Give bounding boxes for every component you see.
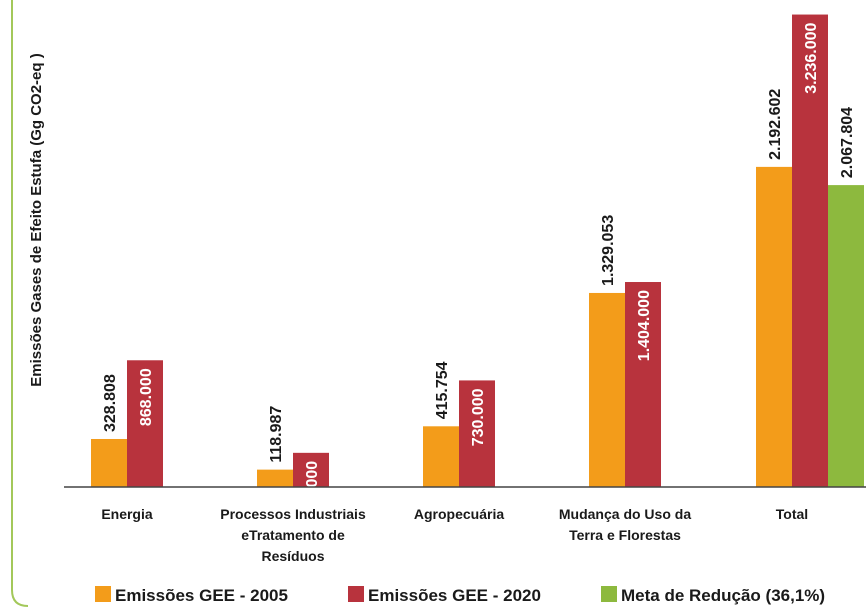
category-label-3: Mudança do Uso da Terra e Florestas	[559, 506, 691, 543]
bar-2005-3	[589, 292, 625, 487]
data-label-2005-0: 328.808	[102, 374, 119, 432]
bar-meta-4	[828, 185, 864, 487]
legend-swatch-2005	[95, 586, 111, 602]
data-label-meta-4: 2.067.804	[839, 107, 856, 178]
category-label-2: Agropecuária	[414, 506, 504, 522]
bar-2005-0	[91, 438, 127, 487]
category-label-4: Total	[776, 506, 808, 522]
bar-2020-1	[293, 452, 329, 487]
legend-label-2020: Emissões GEE - 2020	[368, 586, 541, 605]
bar-2005-1	[257, 469, 293, 487]
data-label-2020-4: 3.236.000	[803, 22, 820, 93]
bar-2005-4	[756, 166, 792, 487]
data-label-2020-1: 234.000	[304, 461, 321, 519]
data-label-2020-3: 1.404.000	[636, 290, 653, 361]
category-label-0: Energia	[101, 506, 153, 522]
bar-2020-4	[792, 14, 828, 487]
data-label-2020-2: 730.000	[470, 388, 487, 446]
chart-frame	[11, 0, 29, 607]
data-label-2005-3: 1.329.053	[600, 215, 617, 286]
legend-label-2005: Emissões GEE - 2005	[115, 586, 288, 605]
category-label-1: Processos Industriais eTratamento de Resíd…	[220, 506, 366, 564]
legend-swatch-meta	[601, 586, 617, 602]
category-labels: Energia Processos Industriais eTratamento …	[101, 506, 808, 564]
data-label-2005-1: 118.987	[268, 406, 285, 463]
legend: Emissões GEE - 2005 Emissões GEE - 2020 Me…	[95, 586, 825, 605]
legend-swatch-2020	[348, 586, 364, 602]
y-axis-label: Emissões Gases de Efeito Estufa (Gg CO2-…	[28, 53, 45, 386]
legend-label-meta: Meta de Redução (36,1%)	[621, 586, 825, 605]
bars-group: 328.808 118.987 415.754 1.329.053 2.192.602 8…	[91, 14, 864, 519]
bar-2020-2	[459, 380, 495, 487]
bar-2020-0	[127, 360, 163, 487]
data-label-2005-4: 2.192.602	[767, 89, 784, 160]
data-label-2020-0: 868.000	[138, 368, 155, 426]
bar-2005-2	[423, 426, 459, 487]
data-label-2005-2: 415.754	[434, 361, 451, 419]
bar-2020-3	[625, 282, 661, 487]
